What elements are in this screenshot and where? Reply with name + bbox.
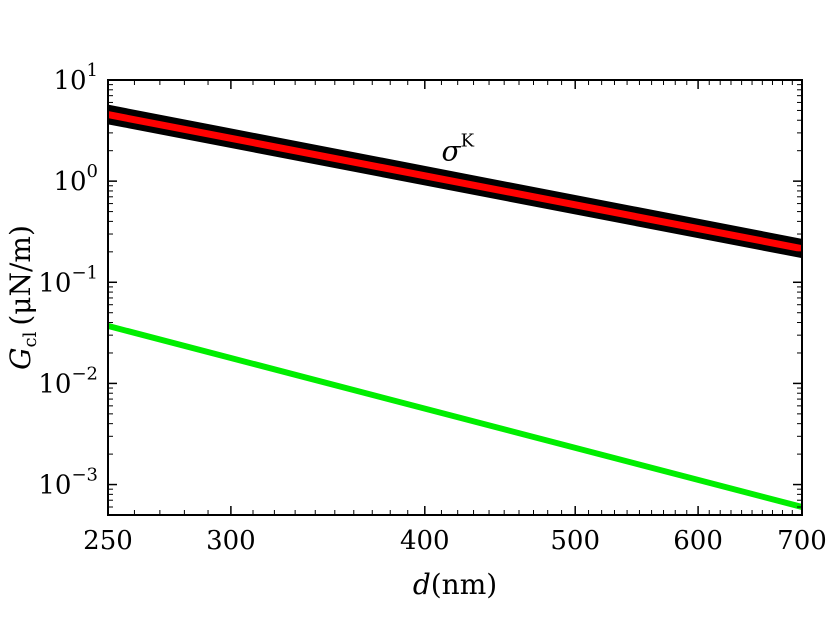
tick-layer [107,79,803,516]
y-tick-label: 100 [53,161,98,197]
y-tick-label: 101 [53,60,98,96]
series-line-0 [108,104,802,247]
label-layer: 250 300 400 500 600 700 101 100 10−1 10−2 10−3 [38,60,826,556]
x-tick-label: 600 [673,526,723,556]
sigma-k-annotation: σK [441,130,474,167]
x-tick-label: 700 [777,526,827,556]
y-axis-label: Gcl (μN/m) [4,225,41,370]
series-line-2 [108,111,802,253]
y-tick-label: 10−1 [38,262,98,298]
x-axis-unit: (nm) [431,568,497,601]
series-layer [108,104,802,510]
x-axis-variable: d [413,568,431,601]
y-tick-label: 10−3 [38,465,98,501]
x-tick-label: 300 [206,526,256,556]
y-axis-unit: (μN/m) [4,225,37,326]
y-tick-label: 10−2 [38,363,98,399]
series-line-1 [108,116,802,259]
series-line-3 [108,323,802,510]
y-axis-subscript: cl [20,331,41,347]
x-axis-label: d(nm) [413,568,497,601]
x-tick-label: 400 [400,526,450,556]
annotation-symbol: σ [441,134,461,167]
annotation-superscript: K [461,130,475,151]
x-tick-label: 250 [83,526,133,556]
x-tick-label: 500 [550,526,600,556]
y-axis-variable: G [4,348,37,370]
